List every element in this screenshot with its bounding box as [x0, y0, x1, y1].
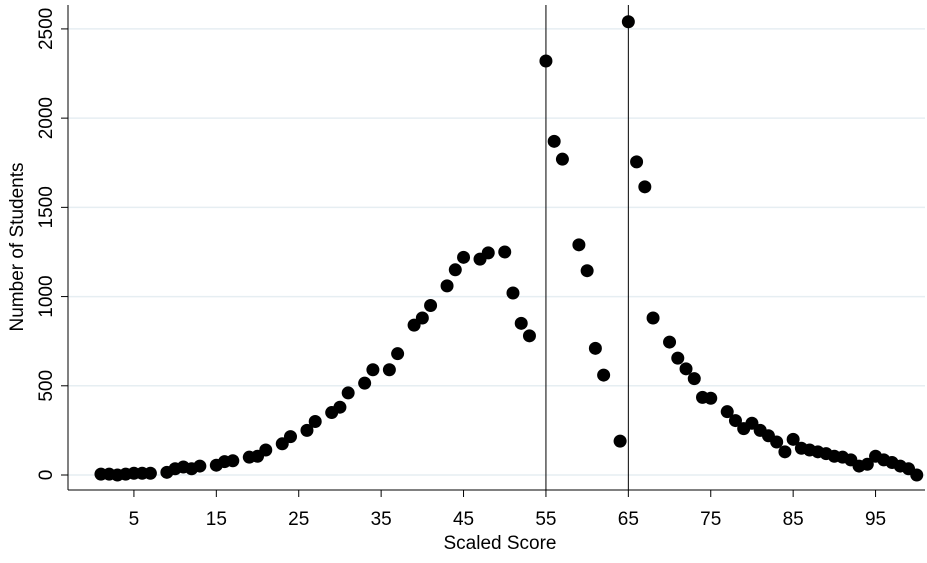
point [283, 430, 297, 444]
y-tick-label: 500 [36, 370, 57, 402]
point [415, 311, 429, 325]
point [522, 329, 536, 343]
point [358, 376, 372, 390]
x-tick-label: 5 [129, 509, 140, 530]
point [630, 155, 644, 169]
point [910, 468, 924, 482]
point [143, 466, 157, 480]
point [572, 238, 586, 252]
point [498, 245, 512, 259]
point [778, 445, 792, 459]
point [341, 386, 355, 400]
point [860, 457, 874, 471]
x-tick-label: 95 [865, 509, 886, 530]
point [679, 362, 693, 376]
point [193, 459, 207, 473]
point [671, 351, 685, 365]
point [580, 264, 594, 278]
point [506, 286, 520, 300]
point [720, 405, 734, 419]
point [391, 347, 405, 361]
x-tick-label: 45 [453, 509, 474, 530]
point [704, 391, 718, 405]
point [366, 363, 380, 377]
point [259, 443, 273, 457]
point [448, 263, 462, 277]
point [300, 423, 314, 437]
point [481, 246, 495, 260]
point [547, 134, 561, 148]
point [555, 152, 569, 166]
point [646, 311, 660, 325]
y-tick-label: 2500 [36, 8, 57, 50]
point [424, 298, 438, 312]
x-axis-label: Scaled Score [443, 533, 556, 554]
y-tick-label: 1000 [36, 275, 57, 317]
point [728, 414, 742, 428]
point [613, 434, 627, 448]
point [770, 435, 784, 449]
point [333, 400, 347, 414]
y-tick-label: 0 [36, 470, 57, 481]
point [308, 414, 322, 428]
point [687, 372, 701, 386]
x-tick-label: 65 [618, 509, 639, 530]
x-tick-label: 35 [371, 509, 392, 530]
point [621, 15, 635, 29]
x-tick-label: 15 [206, 509, 227, 530]
y-axis-label: Number of Students [7, 163, 28, 332]
x-tick-label: 25 [288, 509, 309, 530]
x-tick-label: 55 [535, 509, 556, 530]
y-tick-label: 2000 [36, 97, 57, 139]
point [457, 250, 471, 264]
point [440, 279, 454, 293]
x-tick-label: 85 [783, 509, 804, 530]
point [539, 54, 553, 68]
point [588, 341, 602, 355]
point [786, 432, 800, 446]
x-tick-label: 75 [700, 509, 721, 530]
point [597, 368, 611, 382]
point [226, 454, 240, 468]
point [514, 316, 528, 330]
y-tick-label: 1500 [36, 186, 57, 228]
point [638, 180, 652, 194]
point [663, 335, 677, 349]
point [382, 363, 396, 377]
